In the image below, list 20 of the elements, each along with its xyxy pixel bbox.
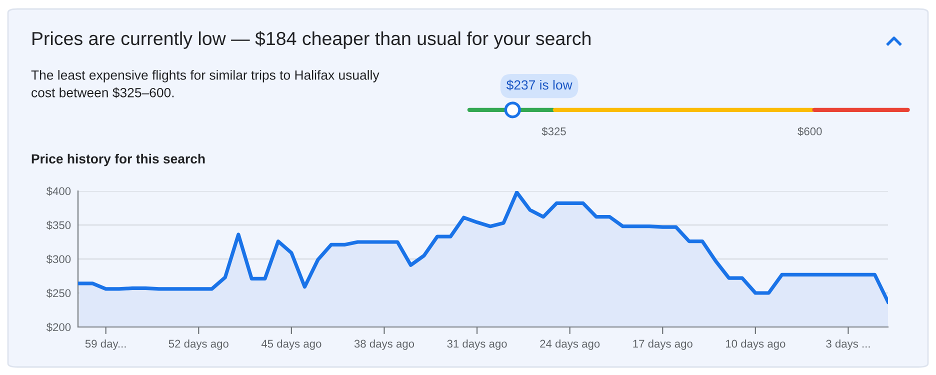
x-tick-label: 10 days ago (726, 340, 786, 350)
text: $237 is low (506, 80, 572, 90)
x-tick-label: 38 days ago (354, 340, 414, 350)
x-tick-label: 45 days ago (261, 340, 322, 350)
x-tick-label: 52 days ago (168, 340, 228, 350)
text: The least expensive flights for similar trips to Halifax usually cost between $325–600. (31, 70, 380, 98)
y-tick-label: $200 (46, 322, 71, 332)
y-tick-label: $250 (46, 288, 71, 298)
chart-title: Price history for this search (32, 154, 205, 166)
y-tick-label: $350 (46, 220, 71, 230)
x-tick-label: 17 days ago (633, 340, 692, 350)
x-tick-label: 31 days ago (447, 340, 507, 350)
x-tick-label: 3 days ... (826, 340, 870, 350)
y-tick-label: $400 (46, 186, 71, 196)
y-tick-label: $300 (46, 254, 71, 264)
x-tick-label: 24 days ago (540, 340, 600, 350)
text: $325 (542, 126, 566, 136)
text: $600 (798, 126, 822, 136)
text: Prices are currently low — $184 cheaper than usual for your search (32, 31, 590, 49)
x-tick-label: 59 day... (85, 340, 126, 350)
